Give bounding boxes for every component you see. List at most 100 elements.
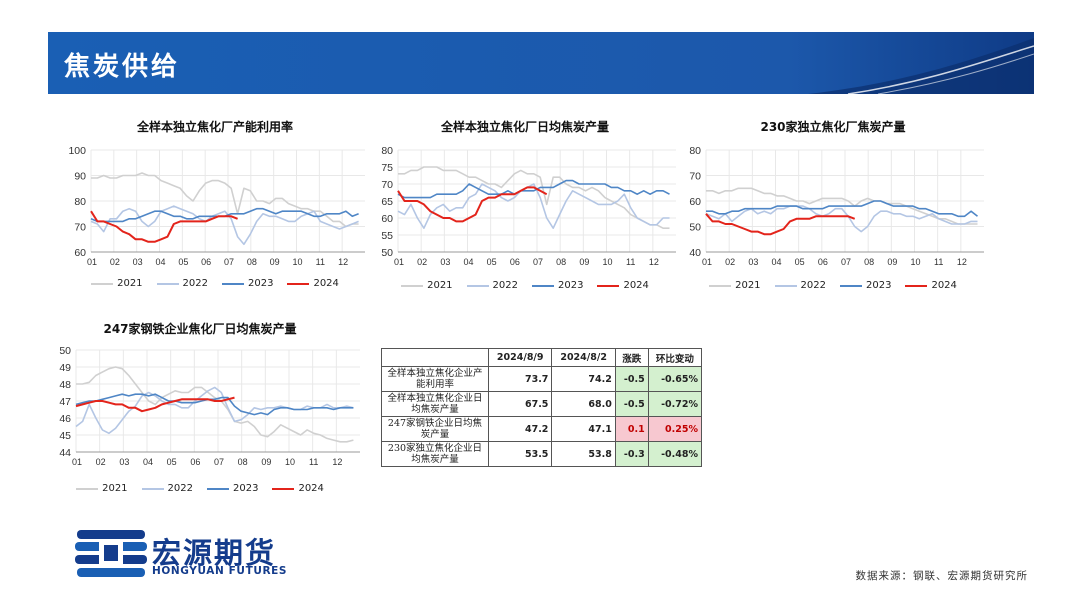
x-tick-label: 01 [72, 457, 82, 467]
legend-swatch [905, 284, 928, 287]
x-tick-label: 03 [440, 257, 450, 267]
y-tick-label: 80 [689, 145, 701, 157]
series-line-2024 [90, 210, 238, 243]
legend-label: 2024 [623, 280, 649, 291]
x-tick-label: 09 [261, 457, 271, 467]
table-cell-v1: 47.2 [487, 416, 553, 442]
table-header-cell: 2024/8/9 [487, 348, 553, 367]
table-cell-v2: 47.1 [551, 416, 616, 442]
table-header-row: 2024/8/9 2024/8/2 涨跌 环比变动 [381, 348, 703, 367]
page-title: 焦炭供给 [64, 52, 181, 82]
y-tick-label: 60 [381, 213, 393, 225]
table-cell-chg: 0.1 [614, 416, 649, 442]
x-tick-label: 07 [214, 457, 224, 467]
x-tick-label: 06 [510, 257, 520, 267]
table-cell-v2: 53.8 [551, 441, 616, 467]
x-tick-label: 01 [87, 257, 97, 267]
legend-swatch [401, 284, 424, 287]
table-header-cell: 2024/8/2 [551, 348, 616, 367]
x-tick-label: 02 [96, 457, 106, 467]
chart-title: 247家钢铁企业焦化厂日均焦炭产量 [103, 322, 297, 336]
x-tick-label: 07 [841, 257, 851, 267]
x-tick-label: 11 [626, 257, 635, 267]
legend-label: 2024 [313, 278, 339, 289]
legend-item: 2023 [840, 280, 891, 291]
x-tick-label: 06 [201, 257, 211, 267]
legend-label: 2021 [735, 280, 761, 291]
series-line-2021 [706, 187, 978, 225]
series-line-2021 [76, 366, 354, 443]
legend-swatch [597, 284, 620, 287]
x-tick-label: 02 [110, 257, 120, 267]
legend-label: 2024 [931, 280, 957, 291]
legend-item: 2023 [207, 483, 258, 494]
legend-item: 2022 [466, 280, 518, 291]
data-source-note: 数据来源：钢联、宏源期货研究所 [855, 570, 1028, 582]
x-tick-label: 10 [602, 257, 612, 267]
table-cell-pct: -0.65% [647, 366, 703, 392]
legend-label: 2023 [248, 278, 274, 289]
y-tick-label: 80 [74, 196, 86, 208]
legend-label: 2023 [233, 483, 259, 494]
legend-label: 2023 [866, 280, 892, 291]
legend-item: 2023 [222, 278, 273, 289]
table-cell-pct: 0.25% [647, 416, 703, 442]
series-line-2022 [397, 183, 670, 229]
table-row: 230家独立焦化企业日均焦炭产量 53.5 53.8 -0.3 -0.48% [381, 441, 703, 467]
table-cell-name: 247家钢铁企业日均焦炭产量 [381, 416, 489, 442]
y-tick-label: 49 [59, 362, 71, 374]
series-line-2023 [75, 393, 354, 416]
y-tick-label: 47 [59, 396, 71, 408]
chart-plot: 44 45 46 47 48 49 50 01 02 03 04 05 06 07 08 09 10 11 12 [59, 345, 360, 467]
x-tick-label: 12 [338, 257, 348, 267]
y-tick-label: 80 [381, 145, 393, 157]
legend-label: 2022 [167, 483, 193, 494]
x-tick-label: 04 [143, 457, 153, 467]
legend-swatch [76, 487, 99, 490]
x-tick-label: 02 [417, 257, 427, 267]
legend-swatch [532, 284, 554, 287]
legend-swatch [222, 282, 244, 285]
legend-swatch [466, 284, 489, 287]
legend-swatch [91, 282, 114, 285]
legend-swatch [774, 284, 797, 287]
table-cell-v1: 53.5 [487, 441, 553, 467]
legend-swatch [272, 487, 295, 490]
table-cell-chg: -0.3 [614, 441, 649, 467]
series-line-2022 [90, 205, 359, 246]
legend-item: 2021 [709, 280, 761, 291]
y-tick-label: 70 [689, 171, 701, 183]
y-tick-label: 70 [74, 222, 86, 234]
x-tick-label: 02 [725, 257, 735, 267]
series-line-2024 [705, 213, 856, 236]
x-tick-label: 01 [702, 257, 712, 267]
legend-label: 2021 [117, 278, 143, 289]
legend-item: 2022 [156, 278, 208, 289]
x-tick-label: 10 [910, 257, 920, 267]
table-header-cell: 涨跌 [614, 348, 649, 367]
x-tick-label: 08 [556, 257, 566, 267]
legend-swatch [156, 282, 179, 285]
y-tick-label: 90 [74, 171, 86, 183]
company-logo [75, 528, 147, 588]
x-tick-label: 01 [394, 257, 404, 267]
table-header-cell: 环比变动 [647, 348, 703, 367]
x-tick-label: 03 [133, 257, 143, 267]
y-tick-label: 60 [689, 196, 701, 208]
chart-legend: 2021 2022 2023 2024 [364, 280, 686, 291]
chart-legend: 2021 2022 2023 2024 [55, 278, 375, 289]
x-tick-label: 04 [155, 257, 165, 267]
legend-label: 2021 [102, 483, 128, 494]
x-tick-label: 09 [579, 257, 589, 267]
chart-plot: 50 55 60 65 70 75 80 01 02 03 04 05 06 07 08 09 10 11 12 [381, 145, 676, 267]
x-tick-label: 06 [190, 457, 200, 467]
table-cell-name: 全样本独立焦化企业日均焦炭产量 [381, 391, 489, 417]
x-tick-label: 06 [818, 257, 828, 267]
chart-capacity-utilization: 全样本独立焦化厂产能利用率 60 70 80 90 100 01 02 03 04 05 06 07 0… [55, 112, 375, 298]
table-cell-chg: -0.5 [614, 366, 649, 392]
table-row: 全样本独立焦化企业产能利用率 73.7 74.2 -0.5 -0.65% [381, 366, 703, 392]
y-tick-label: 40 [689, 247, 701, 259]
y-tick-label: 50 [381, 247, 393, 259]
x-tick-label: 05 [795, 257, 805, 267]
legend-label: 2024 [298, 483, 324, 494]
